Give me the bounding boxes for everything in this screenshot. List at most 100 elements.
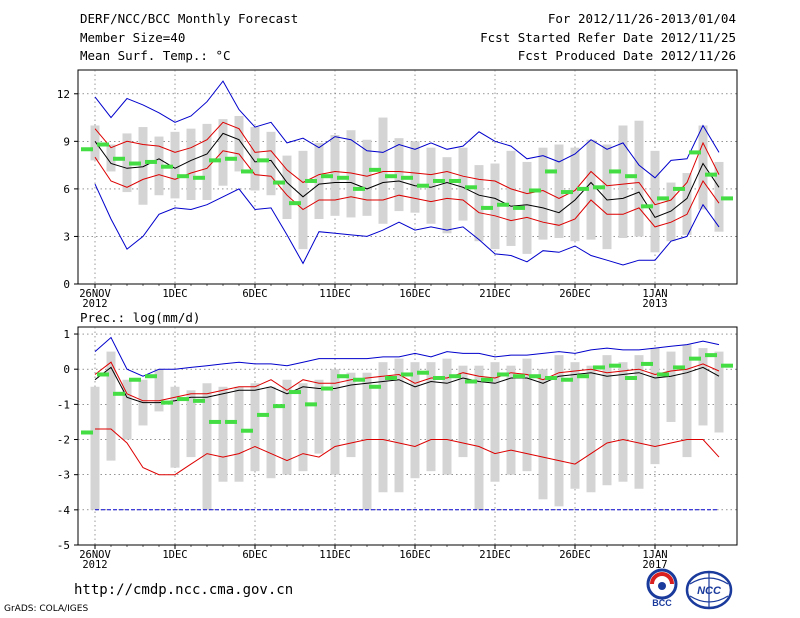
marker-point bbox=[81, 147, 93, 152]
marker-point bbox=[561, 377, 573, 382]
spread-box bbox=[458, 147, 468, 221]
spread-box bbox=[90, 125, 100, 161]
marker-point bbox=[305, 402, 317, 407]
series-line-p_lower bbox=[95, 428, 720, 476]
marker-point bbox=[577, 186, 589, 191]
x-tick-label: 1DEC bbox=[162, 288, 187, 300]
spread-box bbox=[122, 379, 132, 440]
spread-box bbox=[586, 365, 596, 493]
marker-point bbox=[273, 180, 285, 185]
marker-point bbox=[145, 374, 157, 379]
marker-point bbox=[145, 159, 157, 164]
marker-point bbox=[449, 374, 461, 379]
marker-point bbox=[401, 175, 413, 180]
marker-point bbox=[401, 372, 413, 377]
spread-box bbox=[490, 163, 500, 250]
x-tick-label: 26DEC bbox=[559, 288, 591, 300]
marker-point bbox=[353, 377, 365, 382]
series-line-mean bbox=[94, 366, 720, 404]
bcc-logo-text: BCC bbox=[652, 598, 672, 608]
spread-box bbox=[570, 362, 580, 489]
spread-box bbox=[506, 365, 516, 475]
marker-point bbox=[705, 353, 717, 358]
spread-box bbox=[266, 131, 276, 196]
spread-box bbox=[314, 142, 324, 220]
spread-box bbox=[426, 362, 436, 472]
marker-point bbox=[689, 150, 701, 155]
marker-point bbox=[417, 183, 429, 188]
grads-credit: GrADS: COLA/IGES bbox=[4, 604, 89, 614]
spread-box bbox=[698, 125, 708, 210]
member-size-label: Member Size=40 bbox=[80, 30, 186, 45]
marker-point bbox=[609, 363, 621, 368]
spread-box bbox=[602, 144, 612, 250]
spread-box bbox=[522, 161, 532, 254]
spread-box bbox=[330, 134, 340, 216]
spread-box bbox=[698, 348, 708, 426]
spread-box bbox=[586, 139, 596, 240]
marker-point bbox=[321, 386, 333, 391]
spread-box bbox=[682, 173, 692, 235]
marker-point bbox=[209, 419, 221, 424]
marker-point bbox=[545, 169, 557, 174]
marker-point bbox=[625, 375, 637, 380]
marker-point bbox=[337, 175, 349, 180]
bcc-logo-arc bbox=[650, 572, 674, 585]
forecast-produced-label: Fcst Produced Date 2012/11/26 bbox=[517, 48, 736, 63]
marker-point bbox=[193, 398, 205, 403]
marker-point bbox=[289, 201, 301, 206]
variable-label: Mean Surf. Temp.: °C bbox=[80, 48, 231, 63]
marker-point bbox=[705, 172, 717, 177]
marker-point bbox=[129, 377, 141, 382]
spread-box bbox=[346, 372, 356, 458]
marker-point bbox=[721, 363, 733, 368]
x-tick-label: 16DEC bbox=[399, 288, 431, 300]
marker-point bbox=[689, 356, 701, 361]
marker-point bbox=[657, 196, 669, 201]
bcc-logo-dot bbox=[658, 582, 666, 590]
marker-point bbox=[593, 185, 605, 190]
marker-point bbox=[257, 412, 269, 417]
x-tick-label: 16DEC bbox=[399, 549, 431, 561]
marker-point bbox=[241, 169, 253, 174]
spread-box bbox=[266, 386, 276, 479]
ncc-logo-globe bbox=[689, 573, 729, 607]
spread-box bbox=[666, 182, 676, 242]
series-line-p_upper bbox=[94, 121, 720, 206]
marker-point bbox=[161, 164, 173, 169]
marker-point bbox=[449, 178, 461, 183]
x-tick-year-label: 2013 bbox=[642, 298, 667, 310]
marker-point bbox=[241, 428, 253, 433]
spread-box bbox=[634, 355, 644, 489]
spread-box bbox=[186, 128, 196, 200]
spread-box bbox=[106, 144, 116, 172]
spread-box bbox=[410, 362, 420, 479]
footer-url[interactable]: http://cmdp.ncc.cma.gov.cn bbox=[74, 582, 294, 598]
spread-box bbox=[682, 344, 692, 458]
marker-point bbox=[721, 196, 733, 201]
x-tick-label: 26DEC bbox=[559, 549, 591, 561]
spread-box bbox=[202, 123, 212, 200]
marker-point bbox=[177, 174, 189, 179]
spread-box bbox=[634, 120, 644, 237]
marker-point bbox=[497, 202, 509, 207]
spread-box bbox=[234, 386, 244, 482]
marker-point bbox=[497, 372, 509, 377]
spread-box bbox=[362, 139, 372, 216]
series-line-min bbox=[94, 183, 720, 266]
x-tick-year-label: 2017 bbox=[642, 559, 667, 571]
marker-point bbox=[321, 174, 333, 179]
marker-point bbox=[209, 158, 221, 163]
spread-box bbox=[122, 133, 132, 193]
spread-box bbox=[154, 369, 164, 412]
spread-box bbox=[234, 115, 244, 172]
marker-point bbox=[225, 156, 237, 161]
spread-box bbox=[554, 355, 564, 507]
x-tick-label: 11DEC bbox=[319, 288, 351, 300]
spread-box bbox=[554, 144, 564, 239]
spread-box bbox=[218, 119, 228, 186]
marker-point bbox=[305, 178, 317, 183]
ncc-logo: NCC bbox=[685, 570, 733, 610]
spread-box bbox=[106, 351, 116, 461]
spread-box bbox=[330, 369, 340, 475]
